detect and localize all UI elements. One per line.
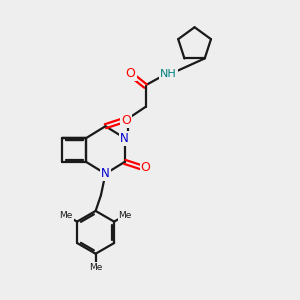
Text: O: O [141,161,151,174]
Text: Me: Me [89,263,102,272]
Text: O: O [121,114,131,127]
Text: Me: Me [60,211,73,220]
Text: O: O [126,67,136,80]
Text: NH: NH [160,69,177,79]
Text: N: N [120,132,129,145]
Text: N: N [101,167,110,180]
Text: Me: Me [118,211,132,220]
